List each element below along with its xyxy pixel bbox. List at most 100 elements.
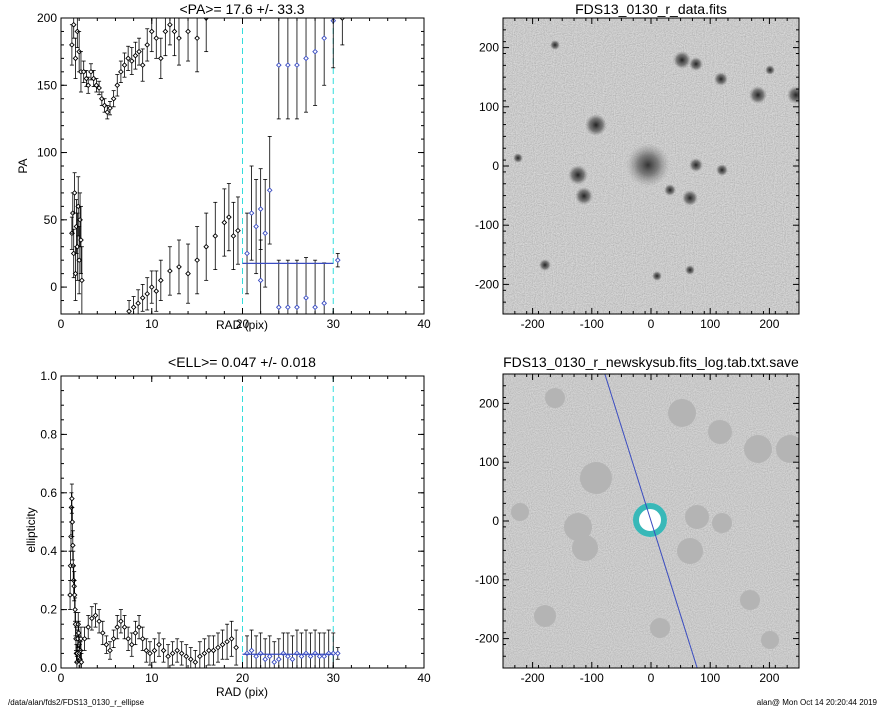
data-point xyxy=(69,506,76,537)
y-tick-label: -200 xyxy=(475,277,499,291)
data-point xyxy=(92,603,99,628)
data-point xyxy=(212,201,219,271)
x-tick-label: 40 xyxy=(417,671,431,685)
data-point xyxy=(197,641,203,668)
x-tick-label: 0 xyxy=(648,317,655,331)
data-point xyxy=(139,626,146,651)
data-point xyxy=(132,620,139,646)
x-tick-label: 200 xyxy=(759,317,779,331)
x-tick-label: 40 xyxy=(417,317,431,331)
data-point xyxy=(165,644,171,668)
img2-axes: -200 -100 0 100 200 -200 -100 0 100 200 xyxy=(475,373,800,685)
data-point xyxy=(69,483,75,514)
data-point xyxy=(201,638,208,668)
data-point xyxy=(248,629,255,668)
data-point xyxy=(69,530,76,561)
data-point xyxy=(244,212,250,295)
data-point xyxy=(294,259,300,314)
data-point xyxy=(185,243,191,304)
data-point xyxy=(130,296,137,314)
data-point xyxy=(221,188,228,257)
x-tick-label: 30 xyxy=(327,671,341,685)
data-point xyxy=(167,246,173,296)
data-point xyxy=(235,196,241,265)
x-tick-label: 10 xyxy=(145,317,159,331)
y-tick-label: 150 xyxy=(37,78,57,92)
x-tick-label: 200 xyxy=(759,671,779,685)
data-point xyxy=(321,18,328,86)
data-point xyxy=(81,626,88,651)
data-point xyxy=(90,70,97,88)
data-point xyxy=(147,641,153,666)
data-point xyxy=(67,580,73,610)
data-point xyxy=(289,635,296,668)
data-point xyxy=(110,629,117,648)
data-point xyxy=(72,597,78,622)
data-point xyxy=(128,47,135,75)
data-point xyxy=(71,172,78,214)
x-tick-label: -100 xyxy=(580,317,604,331)
img2-title: FDS13_0130_r_newskysub.fits_log.tab.txt.… xyxy=(503,354,799,370)
data-point xyxy=(233,629,239,666)
data-point xyxy=(169,641,176,666)
x-tick-label: 10 xyxy=(145,671,159,685)
data-point xyxy=(121,52,128,78)
ell-plot-area xyxy=(67,376,341,668)
pa-panel: <PA>= 17.6 +/- 33.3 0 10 20 30 40 0 50 100 150 20… xyxy=(16,1,431,332)
data-point xyxy=(325,629,332,668)
central-galaxy xyxy=(626,143,670,187)
data-point xyxy=(248,165,255,261)
data-point xyxy=(107,101,113,116)
x-tick-label: -200 xyxy=(521,671,545,685)
data-point xyxy=(185,18,191,62)
y-tick-label: 200 xyxy=(37,11,57,25)
ell-panel: <ELL>= 0.047 +/- 0.018 0 10 20 30 40 0.0 0.2 0.… xyxy=(24,354,431,699)
y-tick-label: 0.4 xyxy=(40,544,57,558)
footer-path: /data/alan/fds2/FDS13_0130_r_ellipse xyxy=(8,698,145,707)
data-point xyxy=(114,615,121,640)
img1-axes: -200 -100 0 100 200 -200 -100 0 100 200 xyxy=(475,17,800,331)
y-tick-label: 0.2 xyxy=(40,603,57,617)
data-point xyxy=(167,18,173,46)
data-point xyxy=(176,239,182,295)
data-point xyxy=(312,18,318,106)
data-point xyxy=(266,135,273,245)
pa-y-label: PA xyxy=(16,158,30,173)
data-point xyxy=(139,283,146,312)
y-tick-label: 1.0 xyxy=(40,369,57,383)
data-point xyxy=(157,259,164,301)
data-point xyxy=(224,623,230,660)
data-point xyxy=(178,641,185,666)
data-point xyxy=(78,626,84,651)
data-point xyxy=(121,615,128,640)
data-point xyxy=(89,606,95,631)
data-point xyxy=(78,205,84,275)
data-point xyxy=(230,201,237,271)
data-point xyxy=(303,629,309,668)
data-point xyxy=(334,647,341,660)
ell-x-label: RAD (pix) xyxy=(216,685,268,699)
data-point xyxy=(80,60,87,83)
data-point xyxy=(294,629,300,668)
data-point xyxy=(271,641,278,668)
data-point xyxy=(79,246,85,314)
data-point xyxy=(174,638,180,663)
isophote-ring xyxy=(633,503,667,537)
data-point xyxy=(126,300,132,314)
y-tick-label: 0.0 xyxy=(40,661,57,675)
data-point xyxy=(151,638,158,663)
data-point xyxy=(72,37,79,79)
img2-panel: FDS13_0130_r_newskysub.fits_log.tab.txt.… xyxy=(475,354,800,685)
x-tick-label: -200 xyxy=(521,317,545,331)
data-point xyxy=(253,179,259,275)
data-point xyxy=(99,620,106,646)
data-point xyxy=(136,615,142,640)
data-point xyxy=(257,239,264,314)
data-point xyxy=(99,91,105,106)
data-point xyxy=(144,277,151,311)
data-point xyxy=(70,228,77,279)
data-point xyxy=(307,632,314,668)
x-tick-label: 30 xyxy=(327,317,341,331)
data-point xyxy=(93,78,100,93)
data-point xyxy=(76,226,82,295)
